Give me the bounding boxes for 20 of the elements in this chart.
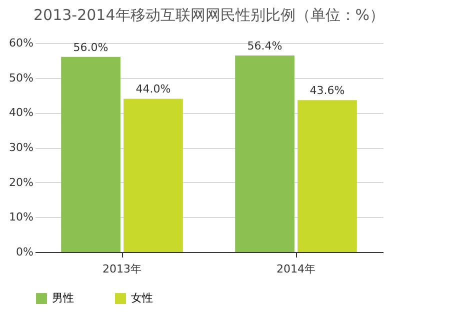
y-tick-label: 20% (9, 176, 34, 189)
y-tick-label: 40% (9, 106, 34, 120)
bar (298, 100, 357, 252)
legend-label: 男性 (52, 292, 74, 305)
data-label: 56.0% (73, 40, 108, 54)
chart-title: 2013-2014年移动互联网网民性别比例（单位：%） (33, 6, 385, 24)
y-tick-label: 60% (9, 36, 34, 50)
bar (61, 56, 120, 252)
x-tick-label: 2014年 (276, 262, 316, 276)
data-label: 56.4% (247, 40, 282, 53)
data-label: 44.0% (136, 82, 171, 96)
legend-label: 女性 (131, 292, 153, 305)
y-tick-label: 10% (9, 210, 34, 224)
bar (124, 98, 183, 252)
x-tick-label: 2013年 (102, 262, 142, 276)
bar (235, 56, 294, 252)
y-tick-label: 30% (9, 141, 34, 154)
y-tick-label: 50% (9, 71, 34, 84)
y-tick-label: 0% (16, 246, 34, 258)
data-label: 43.6% (310, 84, 345, 98)
